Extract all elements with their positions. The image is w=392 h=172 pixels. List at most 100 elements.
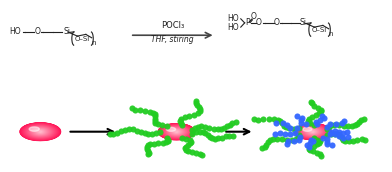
Circle shape	[23, 124, 58, 139]
Circle shape	[163, 126, 189, 137]
Circle shape	[302, 127, 324, 136]
Circle shape	[163, 126, 190, 137]
Circle shape	[35, 129, 45, 134]
Circle shape	[173, 130, 180, 133]
Circle shape	[176, 131, 178, 132]
Circle shape	[174, 130, 180, 133]
Circle shape	[305, 128, 321, 135]
Circle shape	[312, 131, 314, 132]
Circle shape	[35, 130, 45, 134]
Circle shape	[162, 125, 191, 138]
Circle shape	[38, 130, 43, 133]
Circle shape	[34, 129, 46, 134]
Circle shape	[30, 127, 51, 136]
Circle shape	[172, 130, 181, 133]
Circle shape	[27, 126, 54, 137]
Text: Si: Si	[300, 18, 307, 27]
Circle shape	[31, 127, 50, 136]
Circle shape	[169, 128, 185, 135]
Circle shape	[169, 129, 184, 135]
Circle shape	[306, 129, 319, 135]
Circle shape	[35, 129, 46, 134]
Circle shape	[305, 128, 320, 135]
Circle shape	[29, 127, 51, 136]
Circle shape	[161, 125, 192, 138]
Circle shape	[167, 128, 186, 136]
Circle shape	[36, 130, 45, 134]
Circle shape	[29, 127, 51, 137]
Circle shape	[27, 126, 53, 137]
Circle shape	[300, 126, 325, 137]
Circle shape	[33, 128, 48, 135]
Circle shape	[39, 131, 42, 132]
Circle shape	[171, 129, 182, 134]
Circle shape	[168, 128, 185, 135]
Circle shape	[297, 125, 328, 138]
Circle shape	[36, 130, 44, 133]
Circle shape	[22, 124, 59, 140]
Circle shape	[161, 125, 192, 138]
Circle shape	[307, 129, 319, 134]
Circle shape	[159, 124, 194, 139]
Circle shape	[301, 127, 325, 137]
Circle shape	[23, 124, 58, 139]
Circle shape	[25, 125, 56, 138]
Circle shape	[310, 131, 316, 133]
Circle shape	[304, 128, 321, 136]
Text: O: O	[255, 18, 261, 27]
Text: O: O	[250, 12, 256, 22]
Circle shape	[172, 130, 181, 134]
Circle shape	[37, 130, 44, 133]
Circle shape	[31, 127, 50, 136]
Circle shape	[38, 131, 43, 133]
Circle shape	[171, 129, 182, 134]
Circle shape	[306, 129, 320, 135]
Circle shape	[40, 131, 41, 132]
Circle shape	[169, 128, 184, 135]
Circle shape	[36, 130, 45, 134]
Circle shape	[163, 126, 190, 138]
Circle shape	[26, 125, 54, 138]
Text: n: n	[92, 40, 96, 46]
Circle shape	[158, 124, 195, 140]
Circle shape	[310, 131, 315, 133]
Circle shape	[312, 131, 314, 132]
Circle shape	[20, 123, 60, 140]
Circle shape	[301, 126, 325, 137]
Circle shape	[21, 123, 59, 140]
Circle shape	[165, 126, 189, 137]
Circle shape	[162, 126, 191, 138]
Circle shape	[167, 128, 185, 136]
Circle shape	[34, 129, 46, 134]
Circle shape	[306, 129, 320, 135]
Circle shape	[296, 125, 329, 139]
Circle shape	[171, 130, 181, 134]
Circle shape	[299, 126, 327, 138]
Text: O: O	[274, 18, 280, 27]
Circle shape	[28, 126, 53, 137]
Circle shape	[298, 126, 327, 138]
Circle shape	[162, 125, 191, 138]
Circle shape	[174, 131, 179, 133]
Circle shape	[38, 131, 42, 132]
Circle shape	[170, 129, 183, 135]
Circle shape	[307, 129, 318, 134]
Circle shape	[32, 128, 48, 135]
Circle shape	[167, 127, 176, 131]
Circle shape	[176, 131, 177, 132]
Text: HO: HO	[227, 14, 239, 23]
Circle shape	[310, 131, 315, 133]
Circle shape	[38, 131, 42, 133]
Circle shape	[312, 131, 314, 132]
Circle shape	[305, 128, 320, 135]
Circle shape	[21, 123, 60, 140]
Circle shape	[303, 128, 322, 136]
Circle shape	[306, 129, 319, 135]
Circle shape	[173, 130, 180, 133]
Circle shape	[309, 130, 317, 133]
Circle shape	[24, 125, 56, 139]
Circle shape	[301, 126, 325, 137]
Circle shape	[33, 128, 47, 135]
Circle shape	[158, 124, 195, 139]
Circle shape	[23, 124, 57, 139]
